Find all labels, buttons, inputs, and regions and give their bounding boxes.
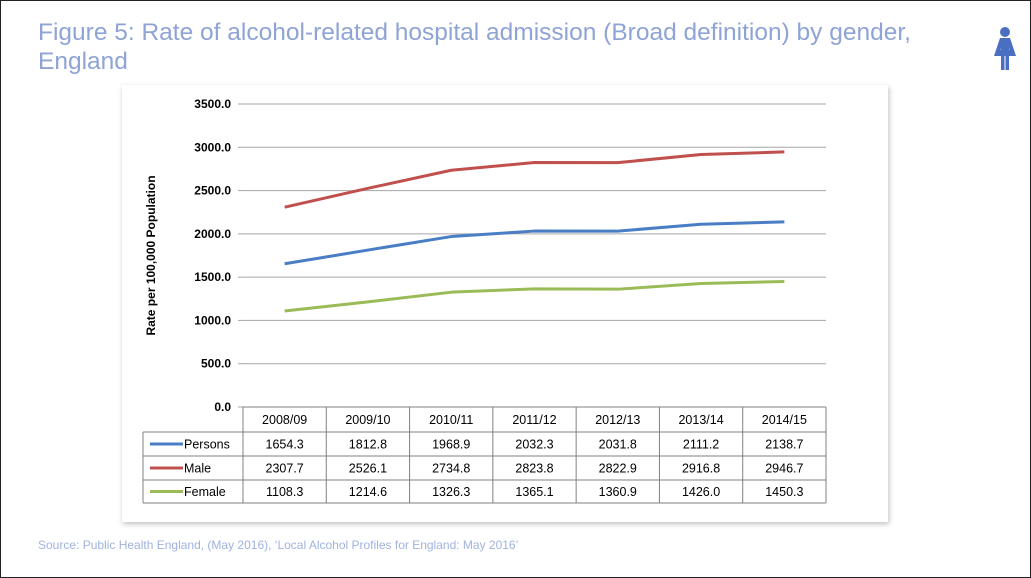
data-label: 2734.8: [432, 462, 470, 476]
data-label: 2032.3: [515, 438, 553, 452]
y-tick-label: 500.0: [201, 357, 231, 371]
data-label: 1450.3: [765, 485, 803, 499]
data-label: 2946.7: [765, 462, 803, 476]
data-label: 1365.1: [515, 485, 553, 499]
page-title: Figure 5: Rate of alcohol-related hospit…: [38, 19, 911, 75]
x-category-label: 2012/13: [595, 413, 640, 427]
female-person-icon: [992, 26, 1018, 77]
data-label: 2111.2: [683, 438, 719, 452]
x-category-label: 2011/12: [512, 413, 556, 427]
x-category-label: 2009/10: [345, 413, 390, 427]
data-label: 2031.8: [599, 438, 637, 452]
y-tick-label: 3000.0: [194, 140, 231, 154]
data-label: 1108.3: [266, 485, 303, 499]
series-line-persons: [284, 220, 785, 266]
y-tick-label: 1000.0: [194, 313, 231, 327]
data-label: 1426.0: [682, 485, 720, 499]
y-tick-label: 1500.0: [194, 270, 231, 284]
legend-label: Persons: [184, 438, 230, 452]
legend-label: Male: [184, 462, 211, 476]
y-tick-label: 2500.0: [194, 184, 231, 198]
data-label: 2822.9: [599, 462, 637, 476]
chart-card: 0.0 500.0 1000.0 1500.0 2000.0 2500.0 3000.0 35…: [122, 85, 888, 522]
data-label: 2138.7: [765, 438, 803, 452]
data-label: 2526.1: [349, 462, 387, 476]
data-label: 2307.7: [266, 462, 304, 476]
x-category-label: 2008/09: [262, 413, 307, 427]
data-label: 1968.9: [432, 438, 470, 452]
data-label: 1360.9: [599, 485, 637, 499]
series-line-male: [284, 150, 785, 209]
y-axis-label: Rate per 100,000 Population: [144, 175, 158, 335]
x-category-label: 2010/11: [429, 413, 473, 427]
line-chart: 0.0 500.0 1000.0 1500.0 2000.0 2500.0 3000.0 35…: [142, 97, 827, 504]
x-category-label: 2014/15: [762, 413, 807, 427]
y-tick-label: 0.0: [214, 400, 231, 414]
source-note: Source: Public Health England, (May 2016…: [38, 538, 519, 552]
data-label: 1214.6: [349, 485, 387, 499]
data-label: 2823.8: [515, 462, 553, 476]
data-label: 1654.3: [266, 438, 304, 452]
data-label: 1812.8: [349, 438, 387, 452]
y-tick-label: 3500.0: [194, 97, 231, 111]
x-category-label: 2013/14: [678, 413, 723, 427]
legend-label: Female: [184, 485, 226, 499]
series-line-female: [284, 279, 785, 313]
y-tick-label: 2000.0: [194, 227, 231, 241]
data-label: 1326.3: [432, 485, 470, 499]
data-label: 2916.8: [682, 462, 720, 476]
